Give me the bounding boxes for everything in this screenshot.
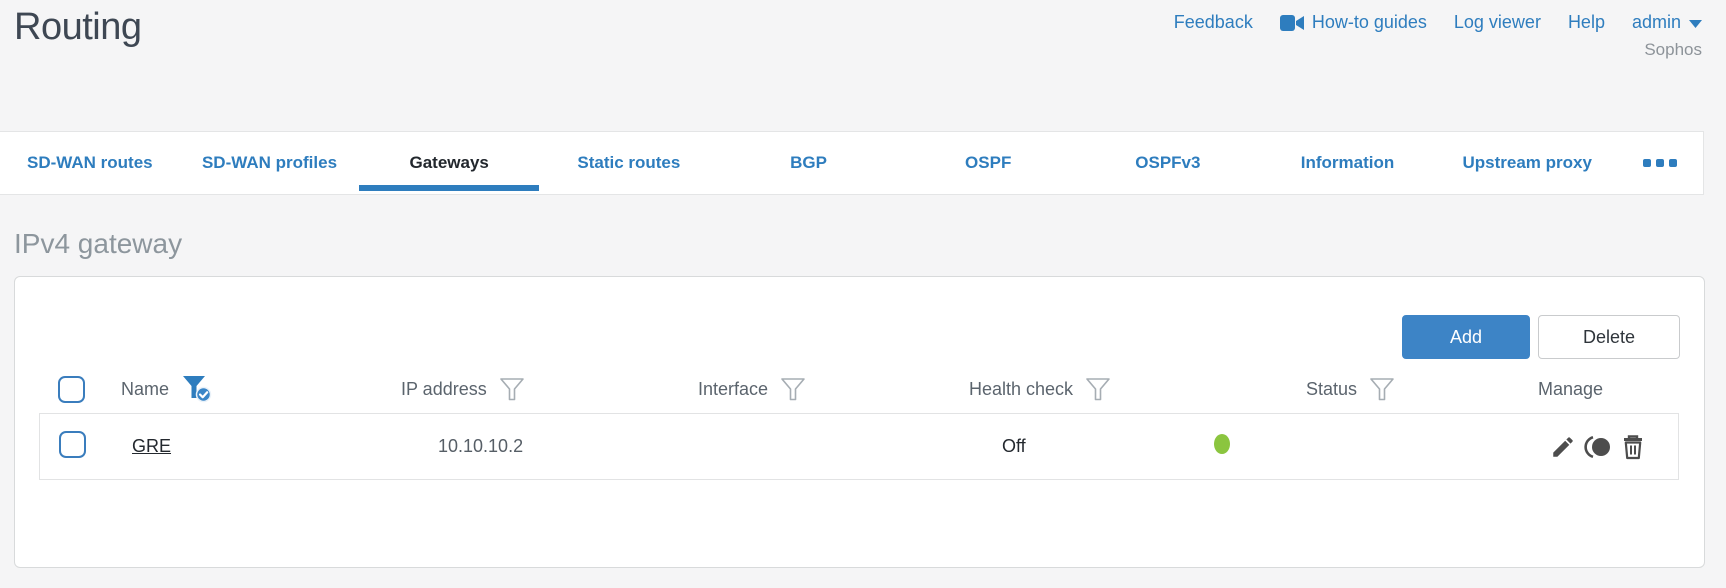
how-to-guides-link[interactable]: How-to guides	[1279, 12, 1427, 33]
admin-label: admin	[1631, 12, 1681, 32]
delete-icon[interactable]	[1620, 434, 1646, 460]
table-row: GRE 10.10.10.2 Off	[39, 413, 1679, 480]
header-cell-interface: Interface	[698, 376, 969, 402]
page-title: Routing	[14, 6, 142, 48]
ipv4-gateway-card: Add Delete Name	[14, 276, 1705, 568]
tab-label: SD-WAN routes	[27, 153, 153, 172]
column-header-health-check: Health check	[969, 378, 1074, 399]
tab-label: SD-WAN profiles	[201, 153, 338, 172]
filter-icon[interactable]	[1085, 376, 1111, 402]
column-header-ip-address: IP address	[401, 378, 487, 399]
filter-icon[interactable]	[499, 376, 525, 402]
tab-ospf[interactable]: OSPF	[898, 132, 1078, 194]
feedback-link[interactable]: Feedback	[1173, 12, 1253, 32]
add-button[interactable]: Add	[1402, 315, 1530, 359]
caret-down-icon	[1689, 18, 1702, 28]
tab-label: Information	[1300, 153, 1395, 172]
column-header-name: Name	[121, 378, 170, 399]
row-cell-manage	[1539, 434, 1678, 460]
edit-icon[interactable]	[1550, 434, 1576, 460]
ellipsis-icon	[1656, 159, 1665, 167]
header-cell-ip-address: IP address	[401, 376, 698, 402]
log-viewer-link[interactable]: Log viewer	[1453, 12, 1541, 32]
filter-icon[interactable]	[1369, 376, 1395, 402]
ellipsis-icon	[1643, 159, 1652, 167]
tab-sd-wan-routes[interactable]: SD-WAN routes	[0, 132, 180, 194]
header-cell-status: Status	[1211, 376, 1538, 402]
tab-label: Gateways	[409, 153, 489, 172]
header-cell-manage: Manage	[1538, 379, 1679, 400]
row-cell-select	[40, 430, 122, 463]
clone-icon[interactable]	[1583, 434, 1613, 460]
tab-bar: SD-WAN routes SD-WAN profiles Gateways S…	[0, 131, 1704, 195]
header-cell-name: Name	[121, 374, 401, 404]
tab-bgp[interactable]: BGP	[719, 132, 899, 194]
row-checkbox[interactable]	[59, 430, 86, 458]
row-cell-health-check: Off	[1002, 436, 1026, 456]
tab-label: BGP	[790, 153, 827, 172]
header-links: Feedback How-to guides Log viewer Help a…	[1174, 12, 1702, 33]
filter-icon[interactable]	[780, 376, 806, 402]
tab-label: Static routes	[577, 153, 681, 172]
tab-label: OSPFv3	[1135, 153, 1201, 172]
more-tabs-button[interactable]	[1617, 132, 1703, 194]
delete-button[interactable]: Delete	[1538, 315, 1680, 359]
brand-label: Sophos	[1644, 40, 1702, 59]
header-cell-health-check: Health check	[969, 376, 1211, 402]
header-right: Feedback How-to guides Log viewer Help a…	[1174, 6, 1702, 60]
section-heading: IPv4 gateway	[14, 228, 183, 259]
tab-sd-wan-profiles[interactable]: SD-WAN profiles	[180, 132, 360, 194]
select-all-checkbox[interactable]	[58, 375, 85, 403]
tab-upstream-proxy[interactable]: Upstream proxy	[1437, 132, 1617, 194]
admin-menu-button[interactable]: admin	[1632, 12, 1702, 33]
tab-information[interactable]: Information	[1258, 132, 1438, 194]
row-cell-name: GRE	[122, 436, 402, 457]
filter-active-icon[interactable]	[181, 374, 214, 404]
tab-ospfv3[interactable]: OSPFv3	[1078, 132, 1258, 194]
top-header: Routing Feedback How-to guides Log viewe…	[0, 0, 1726, 131]
help-link[interactable]: Help	[1567, 12, 1605, 32]
table-header-row: Name IP address	[39, 365, 1679, 413]
video-camera-icon	[1279, 14, 1304, 32]
table-actions: Add Delete	[1402, 315, 1680, 359]
tab-label: OSPF	[965, 153, 1012, 172]
ellipsis-icon	[1669, 159, 1678, 167]
column-header-interface: Interface	[698, 378, 769, 399]
tab-static-routes[interactable]: Static routes	[539, 132, 719, 194]
status-up-indicator	[1214, 434, 1230, 454]
how-to-guides-label: How-to guides	[1311, 12, 1427, 32]
tab-gateways[interactable]: Gateways	[359, 132, 540, 194]
row-cell-ip-address: 10.10.10.2	[438, 436, 524, 456]
row-cell-status	[1212, 434, 1539, 459]
column-header-status: Status	[1306, 378, 1358, 399]
column-header-manage: Manage	[1538, 378, 1604, 399]
active-tab-underline	[359, 185, 540, 191]
gateway-table: Name IP address	[39, 365, 1679, 480]
gateway-name-link[interactable]: GRE	[132, 436, 172, 456]
header-cell-select	[39, 375, 121, 403]
tab-label: Upstream proxy	[1462, 153, 1592, 172]
